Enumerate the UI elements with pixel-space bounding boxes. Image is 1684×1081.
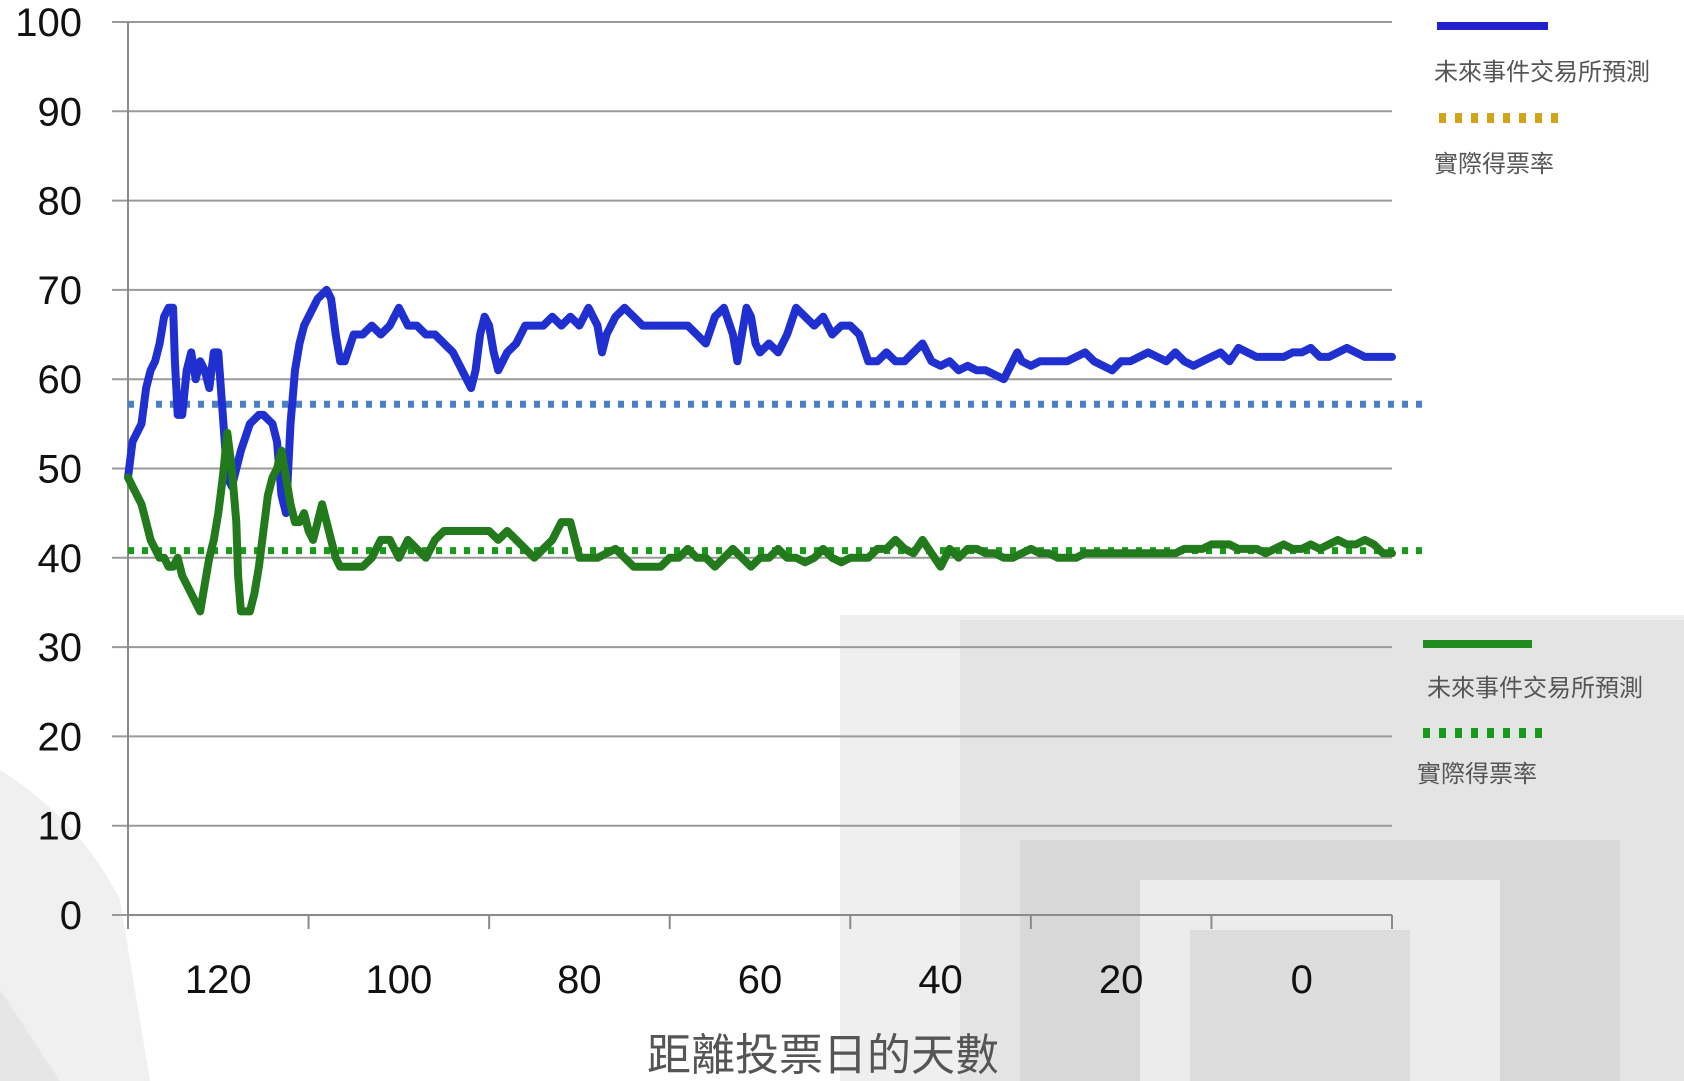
x-tick-label: 60 — [738, 958, 783, 1002]
x-tick-label: 40 — [918, 958, 963, 1002]
y-tick-label: 80 — [38, 180, 83, 224]
x-tick-label: 20 — [1099, 958, 1144, 1002]
y-axis-tick-labels: 0 10 20 30 40 50 60 70 80 90 100 — [15, 1, 82, 938]
series-line-2 — [124, 428, 1396, 616]
y-tick-label: 70 — [38, 269, 83, 313]
y-tick-label: 40 — [38, 537, 83, 581]
series-lines — [124, 285, 1396, 616]
x-tick-label: 80 — [557, 958, 602, 1002]
grid-lines — [112, 21, 1392, 916]
y-tick-label: 0 — [60, 894, 82, 938]
y-tick-label: 100 — [15, 1, 82, 45]
x-axis-tick-labels: 120 100 80 60 40 20 0 — [185, 958, 1313, 1002]
y-tick-label: 10 — [38, 805, 83, 849]
legend-top-label-1: 未來事件交易所預測 — [1434, 58, 1650, 86]
legend-bottom-label-1: 未來事件交易所預測 — [1427, 674, 1643, 702]
legend-bottom: 未來事件交易所預測 實際得票率 — [1417, 640, 1643, 788]
y-tick-label: 20 — [38, 715, 83, 759]
y-tick-label: 30 — [38, 626, 83, 670]
legend-top-label-2: 實際得票率 — [1434, 150, 1554, 178]
legend-bottom-label-2: 實際得票率 — [1417, 760, 1537, 788]
x-axis-label: 距離投票日的天數 — [647, 1030, 999, 1081]
x-tick-label: 0 — [1291, 958, 1313, 1002]
series-line-1 — [124, 285, 1396, 518]
y-tick-label: 50 — [38, 448, 83, 492]
y-tick-label: 90 — [38, 90, 83, 134]
x-tick-label: 100 — [365, 958, 432, 1002]
x-tick-label: 120 — [185, 958, 252, 1002]
y-tick-label: 60 — [38, 358, 83, 402]
legend-top: 未來事件交易所預測 實際得票率 — [1434, 22, 1650, 178]
